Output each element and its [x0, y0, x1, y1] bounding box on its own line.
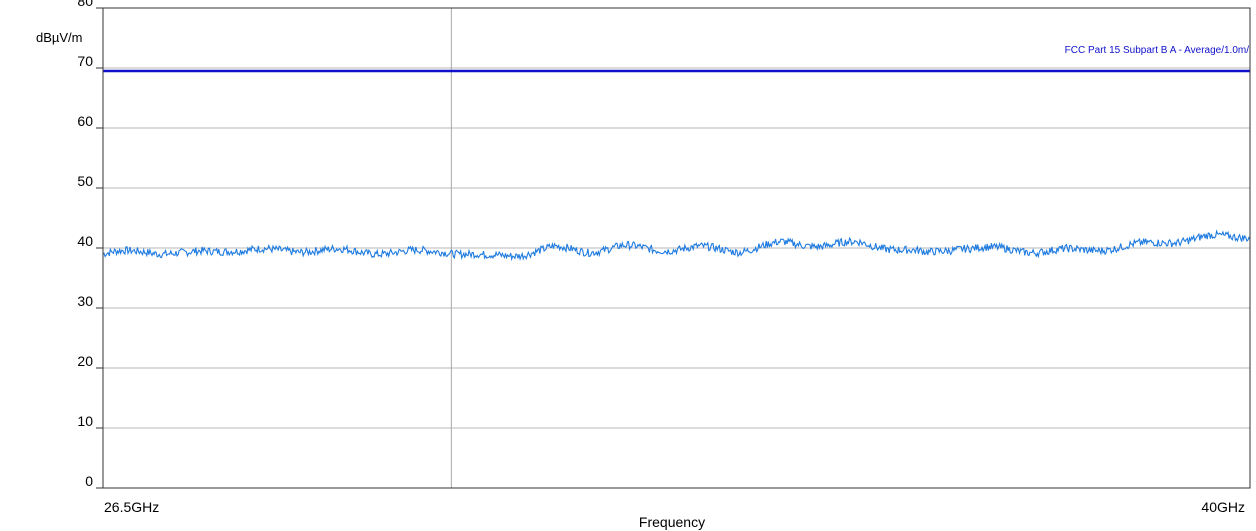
x-axis-label: Frequency: [639, 514, 705, 530]
y-unit-label: dBµV/m: [36, 30, 83, 45]
series-points: [102, 235, 1251, 258]
y-tick-label-0: 0: [85, 473, 93, 489]
y-tick-label-20: 20: [77, 353, 93, 369]
y-tick-label-10: 10: [77, 413, 93, 429]
x-tick-end: 40GHz: [1201, 499, 1245, 515]
limit-line-label: FCC Part 15 Subpart B A - Average/1.0m/: [1065, 45, 1250, 56]
grid-lines: [103, 67, 1250, 429]
x-tick-start: 26.5GHz: [104, 499, 159, 515]
series-trace: [102, 229, 1251, 262]
limit-line-group: FCC Part 15 Subpart B A - Average/1.0m/: [103, 45, 1250, 73]
y-tick-label-40: 40: [77, 233, 93, 249]
y-tick-label-50: 50: [77, 173, 93, 189]
y-tick-labels: 0 10 20 30 40 50 60 70 80: [77, 0, 103, 489]
y-tick-label-80: 80: [77, 0, 93, 9]
plot-frame: [102, 7, 1251, 489]
y-tick-label-70: 70: [77, 53, 93, 69]
y-tick-label-30: 30: [77, 293, 93, 309]
y-tick-label-60: 60: [77, 113, 93, 129]
